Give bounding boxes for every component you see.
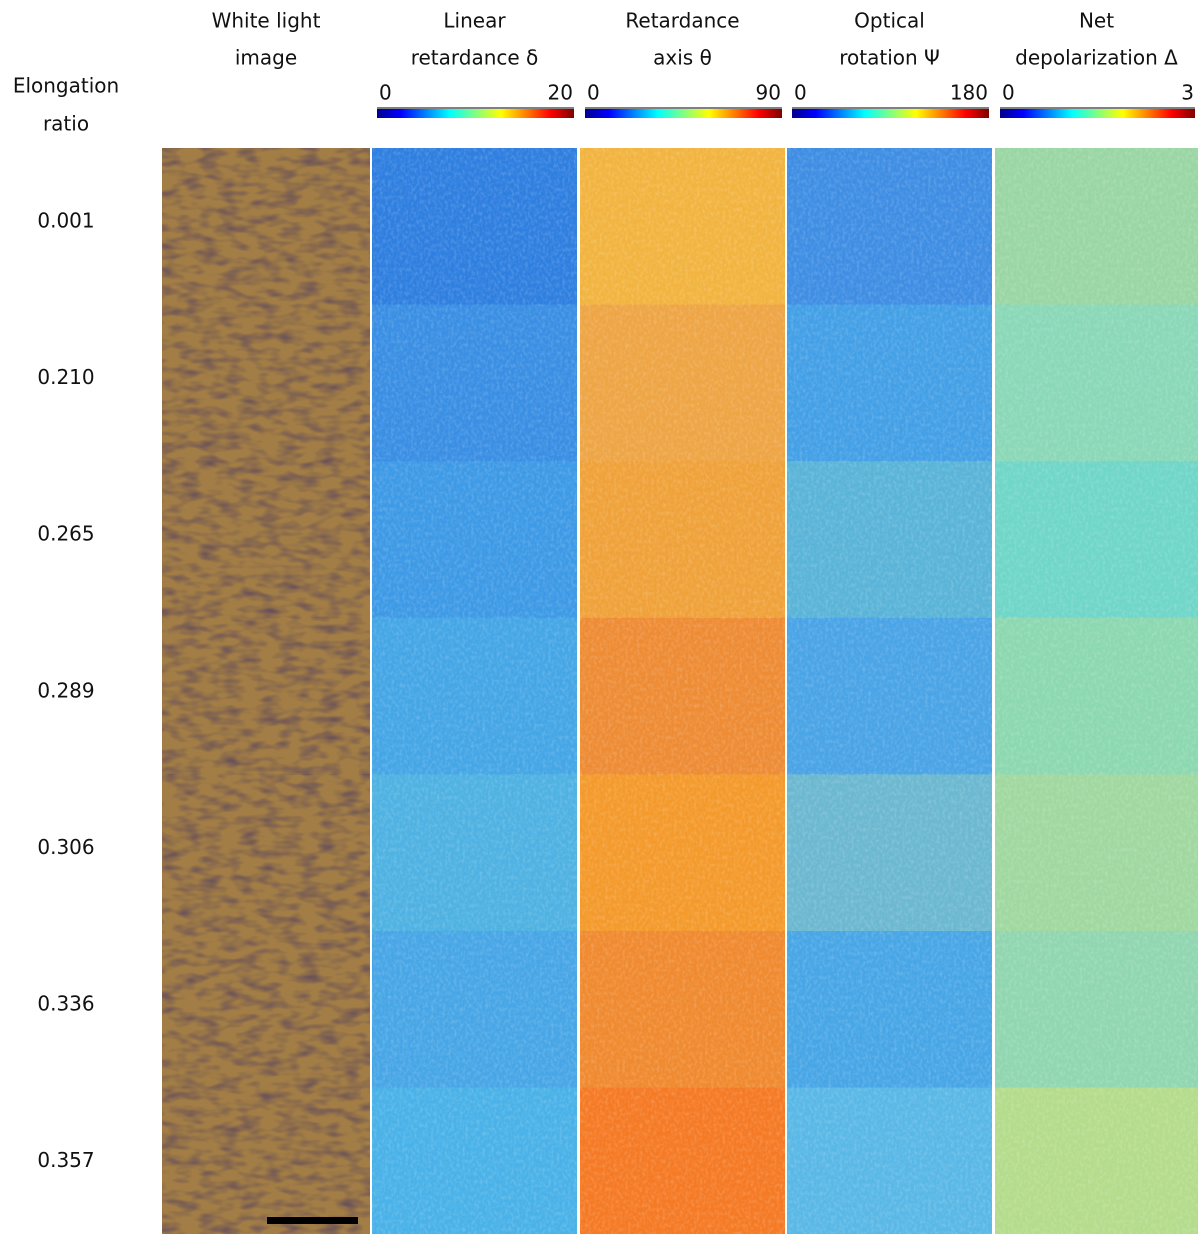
column-header: image (235, 46, 297, 70)
image-texture (162, 1088, 370, 1234)
image-texture (580, 931, 785, 1088)
colorbar-min: 0 (379, 81, 392, 105)
row-label: 0.265 (37, 522, 94, 546)
image-texture (787, 305, 992, 462)
column-header: Optical (854, 9, 925, 33)
row-header: ratio (43, 112, 89, 136)
row-label: 0.001 (37, 209, 94, 233)
column-header: Retardance (625, 9, 739, 33)
image-texture (787, 618, 992, 775)
colorbar-min: 0 (794, 81, 807, 105)
colorbar-max: 180 (950, 81, 988, 105)
image-grid (162, 148, 1198, 1234)
colorbar-max: 3 (1181, 81, 1194, 105)
image-texture (995, 305, 1198, 462)
image-texture (995, 148, 1198, 305)
colorbar (1000, 109, 1195, 118)
image-texture (372, 1088, 577, 1234)
colorbar-min: 0 (1002, 81, 1015, 105)
row-label: 0.210 (37, 365, 94, 389)
image-texture (787, 1088, 992, 1234)
image-texture (995, 931, 1198, 1088)
row-label: 0.306 (37, 835, 94, 859)
image-texture (580, 148, 785, 305)
colorbar-max: 90 (756, 81, 781, 105)
figure: 0.001 0.210 0.265 0.289 0.306 0.336 0.357 Elong… (0, 0, 1198, 1234)
image-texture (580, 618, 785, 775)
colorbar-min: 0 (587, 81, 600, 105)
image-texture (580, 461, 785, 618)
image-texture (372, 461, 577, 618)
image-texture (995, 461, 1198, 618)
row-label: 0.357 (37, 1148, 94, 1172)
colorbar-max: 20 (548, 81, 573, 105)
image-texture (162, 618, 370, 775)
image-texture (787, 461, 992, 618)
colorbar (377, 109, 574, 118)
column-header: Net (1079, 9, 1114, 33)
image-texture (580, 1088, 785, 1234)
row-header: Elongation (13, 74, 119, 98)
image-texture (787, 774, 992, 931)
row-label: 0.336 (37, 992, 94, 1016)
image-texture (580, 774, 785, 931)
column-header: rotation Ψ (839, 46, 940, 70)
row-label: 0.289 (37, 678, 94, 702)
column-header: Linear (443, 9, 506, 33)
image-texture (372, 305, 577, 462)
image-texture (372, 148, 577, 305)
column-header: depolarization Δ (1015, 46, 1178, 70)
image-texture (162, 774, 370, 931)
image-texture (162, 305, 370, 462)
image-texture (372, 618, 577, 775)
image-texture (162, 461, 370, 618)
image-texture (995, 618, 1198, 775)
image-texture (162, 931, 370, 1088)
image-texture (787, 148, 992, 305)
image-texture (580, 305, 785, 462)
colorbar (585, 109, 782, 118)
column-header: retardance δ (411, 46, 539, 70)
colorbar (792, 109, 989, 118)
image-texture (995, 1088, 1198, 1234)
image-texture (372, 774, 577, 931)
scale-bar (267, 1217, 358, 1224)
image-texture (995, 774, 1198, 931)
image-texture (787, 931, 992, 1088)
image-texture (372, 931, 577, 1088)
column-header: White light (212, 9, 321, 33)
image-texture (162, 148, 370, 305)
column-header: axis θ (653, 46, 712, 70)
